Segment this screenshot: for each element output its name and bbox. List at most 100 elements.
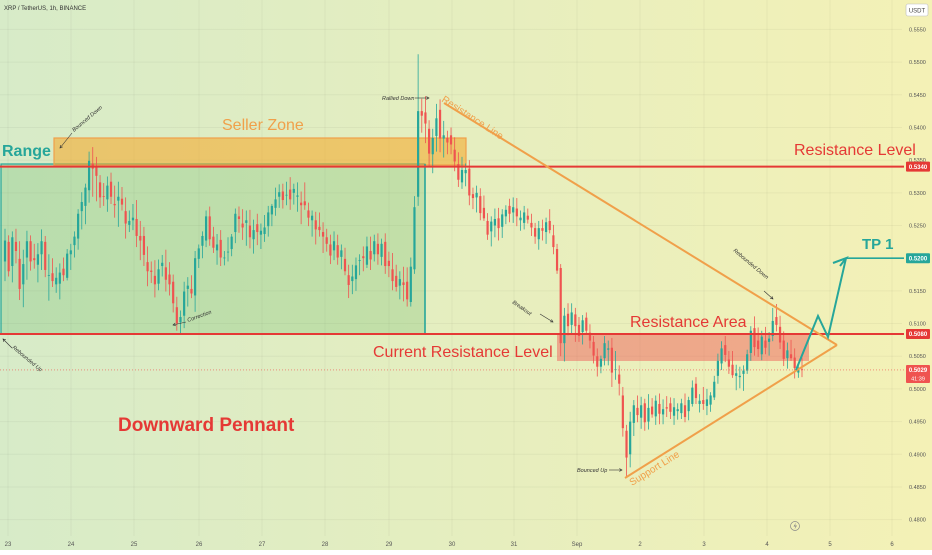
candle-body xyxy=(336,245,339,258)
candle xyxy=(694,377,698,404)
price-tick-label: 0.5250 xyxy=(909,224,926,230)
time-tick-label: 5 xyxy=(828,542,832,548)
candle-body xyxy=(303,201,306,206)
candle xyxy=(179,310,182,335)
candle-body xyxy=(33,258,36,261)
candle xyxy=(248,209,252,249)
candle-body xyxy=(742,370,745,374)
time-tick-label: 3 xyxy=(702,542,706,548)
candle-body xyxy=(672,407,676,416)
candle-body xyxy=(204,216,208,241)
candle-body xyxy=(80,201,83,212)
candle-body xyxy=(139,235,142,241)
candle xyxy=(592,335,595,364)
candle-body xyxy=(153,275,156,285)
candle xyxy=(318,212,321,237)
candle-body xyxy=(157,269,160,284)
candle-body xyxy=(636,407,639,416)
price-tick-label: 0.5000 xyxy=(909,387,926,393)
candle xyxy=(128,210,131,233)
candle xyxy=(376,233,380,265)
candle-body xyxy=(588,332,592,341)
candle xyxy=(146,246,149,287)
candle xyxy=(373,234,376,262)
candle-body xyxy=(471,194,475,199)
candle xyxy=(58,263,61,300)
candle xyxy=(548,209,551,234)
rebounded-down-arrow-head xyxy=(770,296,774,300)
candle-body xyxy=(215,244,219,251)
candle-body xyxy=(11,237,14,267)
candle xyxy=(493,208,496,238)
lightning-icon[interactable] xyxy=(790,521,800,531)
candle xyxy=(69,243,72,270)
candle xyxy=(208,206,211,246)
candle-body xyxy=(764,340,767,348)
candle-body xyxy=(555,249,559,271)
currency-badge[interactable]: USDT xyxy=(905,3,929,17)
candle-body xyxy=(270,205,273,215)
candle-body xyxy=(512,207,515,213)
drawings-group xyxy=(0,96,904,479)
candle xyxy=(325,228,328,252)
candle-body xyxy=(424,112,427,124)
candle-body xyxy=(632,405,635,423)
candle-body xyxy=(109,181,113,197)
candle-body xyxy=(318,226,321,231)
time-tick-label: 27 xyxy=(259,542,266,548)
candle-body xyxy=(574,314,577,327)
candle xyxy=(749,326,752,361)
candle-body xyxy=(362,256,365,259)
candle xyxy=(581,315,584,345)
candle-body xyxy=(607,348,610,350)
candle-body xyxy=(190,288,193,294)
candle xyxy=(420,98,423,133)
projection-arrowhead xyxy=(832,256,849,267)
candle xyxy=(603,335,606,366)
candle-body xyxy=(248,225,252,238)
candle-body xyxy=(592,341,595,356)
candle-body xyxy=(321,232,325,237)
candle-body xyxy=(493,218,496,226)
candle-body xyxy=(665,407,668,409)
candle-body xyxy=(117,196,120,201)
candle xyxy=(661,399,665,425)
candle-body xyxy=(329,244,332,256)
candle-body xyxy=(566,313,570,327)
candle-body xyxy=(449,135,453,145)
candle-body xyxy=(786,350,789,359)
candle-body xyxy=(289,189,292,200)
candle-body xyxy=(753,328,756,348)
candle xyxy=(654,395,657,425)
candle xyxy=(680,398,683,419)
candle-body xyxy=(73,236,76,246)
candle-body xyxy=(25,241,29,258)
price-tick-label: 0.5150 xyxy=(909,289,926,295)
candle xyxy=(73,231,76,258)
rebounded-up-arrow-head xyxy=(2,338,6,342)
candle xyxy=(183,281,186,329)
candle-body xyxy=(234,213,237,233)
support-trendline xyxy=(624,344,838,479)
candle xyxy=(716,353,720,384)
candle-body xyxy=(581,320,584,333)
candle-body xyxy=(435,118,438,136)
candle xyxy=(523,205,526,230)
currency-label: USDT xyxy=(909,9,926,15)
candle-body xyxy=(610,347,613,373)
candle-body xyxy=(457,164,460,180)
candle xyxy=(709,392,712,412)
candle-body xyxy=(548,220,551,231)
price-tick-label: 0.5050 xyxy=(909,354,926,360)
price-tick-label: 0.4900 xyxy=(909,452,926,458)
correction-arrow xyxy=(172,321,187,327)
candle xyxy=(501,209,504,238)
resistance-level-label: Resistance Level xyxy=(794,142,916,159)
candle-body xyxy=(358,260,361,261)
candle xyxy=(380,238,383,266)
candle xyxy=(702,386,705,410)
candle-body xyxy=(676,409,679,412)
candle xyxy=(720,341,723,370)
